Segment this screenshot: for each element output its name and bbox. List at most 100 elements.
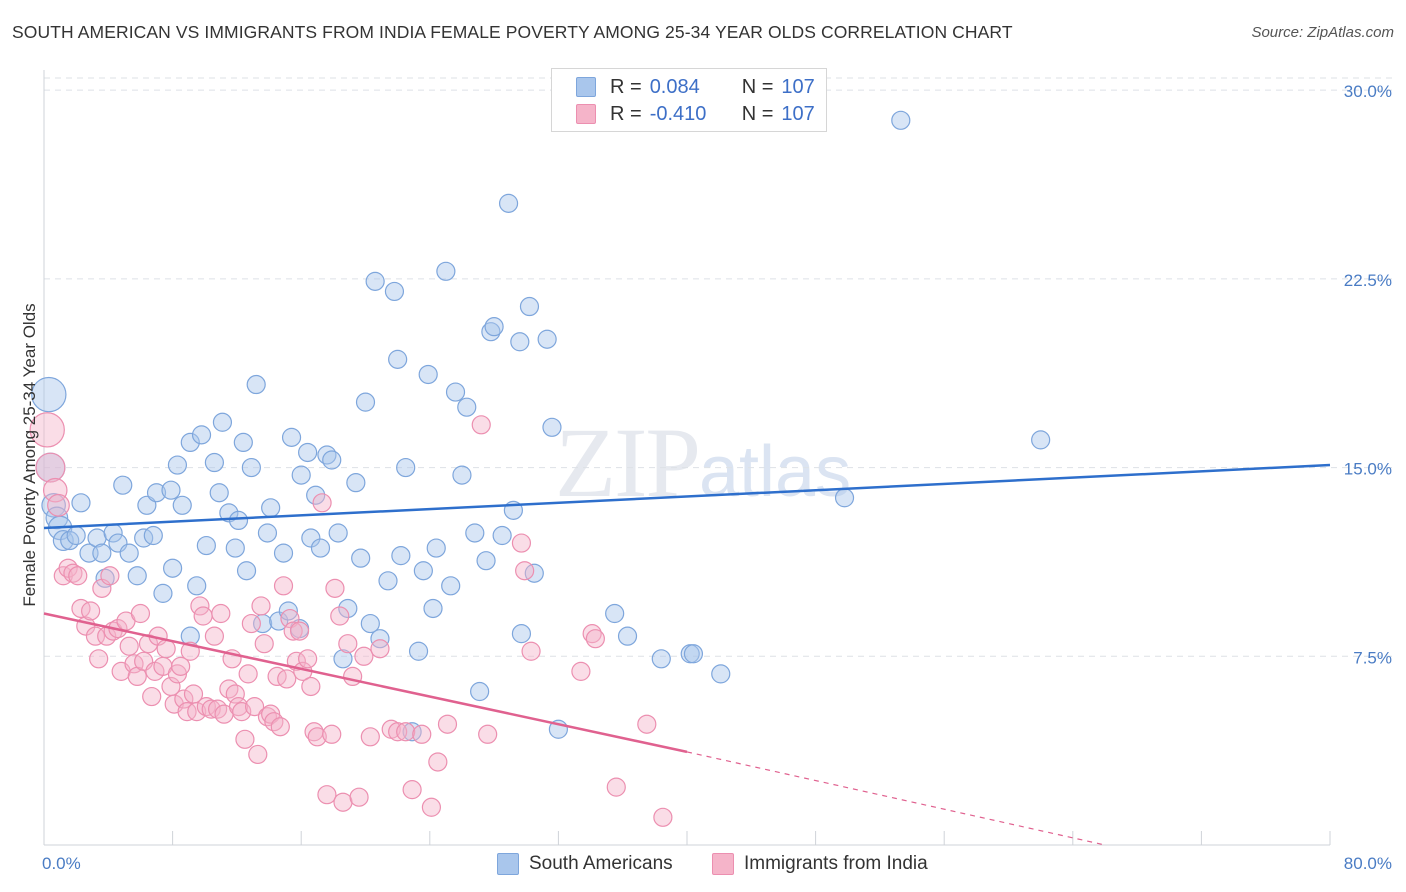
- south-american-point: [241, 457, 261, 478]
- south-american-point: [355, 392, 376, 412]
- south-american-point: [219, 503, 239, 523]
- south-american-point: [891, 110, 911, 130]
- south-american-point: [153, 583, 173, 603]
- south-american-point: [306, 485, 326, 505]
- south-american-point: [71, 493, 91, 513]
- south-american-point: [92, 543, 112, 563]
- south-american-point: [391, 546, 411, 566]
- india-immigrant-point: [264, 712, 284, 732]
- india-immigrant-point: [193, 606, 213, 626]
- india-immigrant-point: [174, 689, 194, 709]
- india-immigrant-point: [521, 641, 541, 661]
- india-immigrant-point: [312, 493, 332, 513]
- india-immigrant-point: [187, 702, 207, 722]
- south-american-point: [66, 525, 86, 546]
- india-immigrant-point: [251, 596, 271, 616]
- south-american-point: [143, 525, 163, 546]
- y-tick-label: 15.0%: [1344, 460, 1392, 479]
- india-immigrant-point: [89, 649, 109, 669]
- south-american-point: [370, 629, 390, 649]
- south-american-point: [45, 506, 69, 530]
- legend-row-india: R = -0.410 N = 107: [576, 101, 815, 127]
- india-immigrant-point: [637, 714, 657, 734]
- south-trend-line: [43, 463, 1331, 530]
- south-american-point: [291, 465, 311, 485]
- india-immigrant-point: [29, 412, 65, 448]
- south-american-point: [441, 576, 461, 596]
- india-immigrant-point: [248, 744, 268, 765]
- india-immigrant-point: [325, 578, 345, 598]
- y-tick-label: 22.5%: [1344, 271, 1392, 290]
- south-american-point: [365, 271, 385, 291]
- trend-lines: [43, 463, 1331, 846]
- x-tick-label: 0.0%: [42, 854, 81, 873]
- india-immigrant-point: [235, 729, 255, 749]
- legend-label-india: Immigrants from India: [744, 853, 928, 874]
- india-immigrant-point: [238, 664, 258, 684]
- india-immigrant-point: [35, 452, 66, 483]
- south-american-point: [161, 480, 181, 500]
- india-immigrant-point: [428, 752, 448, 772]
- south-american-point: [52, 530, 74, 552]
- india-immigrant-point: [343, 666, 363, 687]
- india-immigrant-point: [257, 707, 278, 727]
- r-label: R =: [610, 102, 642, 125]
- india-immigrant-point: [301, 676, 321, 697]
- india-immigrant-point: [515, 561, 535, 581]
- india-immigrant-point: [273, 576, 294, 596]
- india-immigrant-point: [201, 699, 221, 719]
- y-axis-title: Female Poverty Among 25-34 Year Olds: [20, 303, 39, 606]
- x-tick-label: 80.0%: [1344, 854, 1392, 873]
- legend-item-south: South Americans: [497, 851, 673, 877]
- india-immigrant-point: [219, 679, 239, 699]
- south-american-point: [510, 332, 530, 352]
- r-label: R =: [610, 75, 642, 98]
- south-american-point: [233, 432, 253, 453]
- south-american-point: [511, 624, 532, 644]
- south-american-point: [204, 452, 224, 473]
- south-american-point: [436, 261, 456, 281]
- south-american-point: [322, 450, 342, 470]
- india-trend-extension: [686, 751, 1106, 846]
- south-american-point: [498, 193, 519, 213]
- south-american-point: [191, 425, 212, 445]
- correlation-legend: R = 0.084 N = 107 R = -0.410 N = 107: [551, 68, 827, 132]
- south-american-point: [651, 649, 671, 669]
- south-american-point: [378, 571, 398, 591]
- india-immigrant-point: [232, 702, 252, 722]
- india-immigrant-point: [606, 777, 626, 797]
- india-immigrant-point: [171, 656, 191, 676]
- south-american-point: [310, 538, 331, 558]
- india-immigrant-point: [585, 629, 605, 649]
- south-american-point: [278, 601, 298, 621]
- south-american-point: [617, 626, 638, 646]
- india-immigrant-point: [421, 797, 442, 817]
- n-label: N =: [741, 75, 774, 98]
- india-immigrant-point: [571, 661, 591, 681]
- south-american-point: [457, 397, 477, 417]
- south-american-point: [333, 649, 353, 669]
- south-american-point: [396, 457, 416, 478]
- india-immigrant-point: [208, 699, 228, 719]
- india-immigrant-point: [471, 415, 491, 435]
- india-swatch: [576, 104, 596, 124]
- india-immigrant-point: [322, 724, 342, 744]
- india-immigrant-point: [85, 626, 106, 646]
- south-american-point: [388, 349, 408, 369]
- india-immigrant-point: [307, 727, 327, 747]
- south-american-point: [481, 322, 501, 342]
- india-immigrant-point: [511, 533, 532, 553]
- south-american-point: [413, 561, 433, 581]
- india-immigrant-point: [204, 626, 224, 646]
- india-immigrant-point: [653, 807, 673, 827]
- south-american-point: [257, 523, 278, 543]
- south-american-point: [269, 611, 289, 631]
- india-immigrant-point: [283, 621, 303, 641]
- n-value: 107: [781, 75, 815, 98]
- india-immigrant-point: [582, 624, 602, 644]
- south-american-point: [476, 551, 496, 571]
- india-immigrant-point: [225, 684, 245, 704]
- south-swatch: [576, 77, 596, 97]
- india-immigrant-point: [177, 702, 197, 722]
